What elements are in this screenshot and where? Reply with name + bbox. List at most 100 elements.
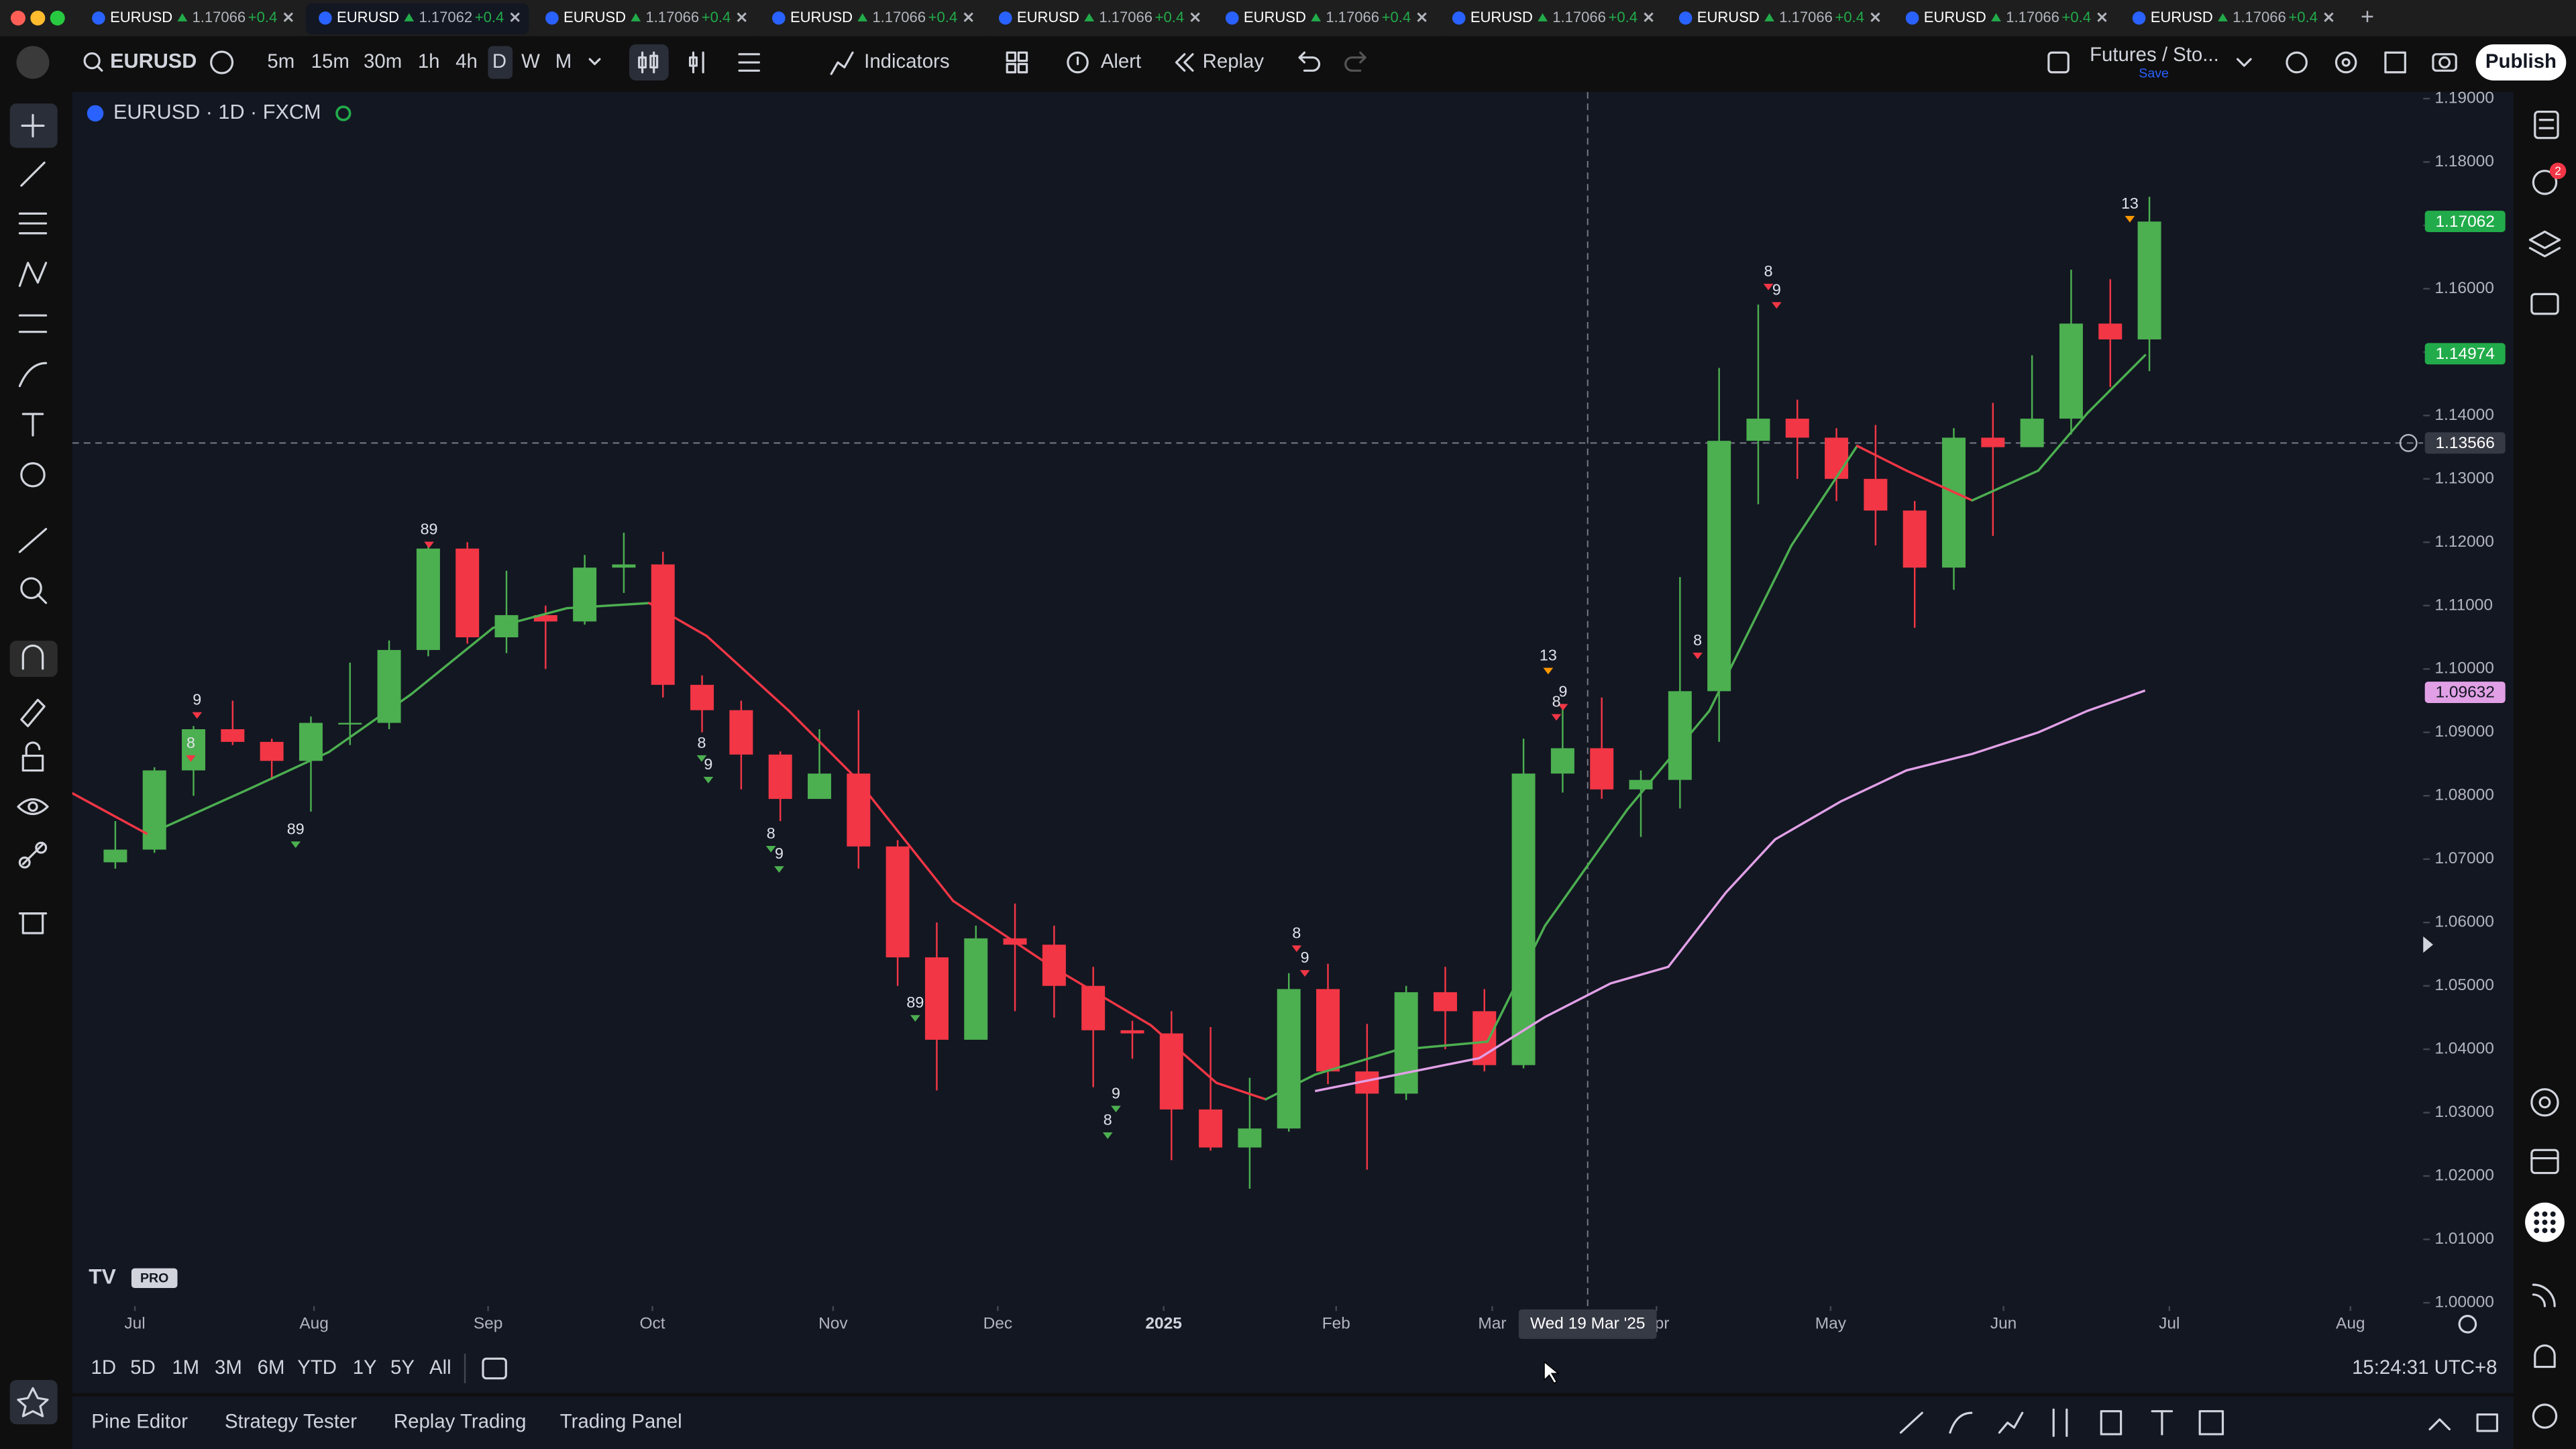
tab-close[interactable] [1417, 12, 1427, 22]
tab-close[interactable] [283, 12, 293, 22]
range[interactable]: 1M [172, 1356, 199, 1379]
range[interactable]: 6M [258, 1356, 285, 1379]
y-tick-label: 1.00000 [2434, 1293, 2493, 1311]
drawing-toolbar[interactable] [1899, 1408, 2499, 1437]
publish-button[interactable] [2475, 44, 2567, 80]
tab-close[interactable] [2097, 12, 2107, 22]
interval[interactable]: D [492, 50, 506, 72]
candle-body [573, 568, 597, 622]
layout-icon[interactable] [2047, 51, 2070, 74]
tab[interactable] [2119, 3, 2343, 35]
save[interactable]: Save [2139, 66, 2169, 80]
tab[interactable] [532, 3, 756, 35]
compare[interactable] [210, 50, 234, 74]
layouts-icon[interactable] [1006, 51, 1028, 74]
bar-icon[interactable] [688, 51, 704, 74]
tab-close[interactable] [1870, 12, 1880, 22]
tab-close[interactable] [510, 12, 520, 22]
tab[interactable] [305, 3, 529, 35]
range[interactable]: 5Y [390, 1356, 415, 1379]
replay-icon[interactable] [1175, 53, 1194, 72]
candle-body [768, 754, 792, 799]
alert-icon[interactable] [1067, 51, 1089, 74]
range[interactable]: YTD [297, 1356, 337, 1379]
moving-average-segment [648, 602, 708, 637]
tab-close[interactable] [2324, 12, 2334, 22]
tab-close[interactable] [1190, 12, 1200, 22]
tab[interactable] [1439, 3, 1663, 35]
candle-body [1238, 1128, 1262, 1148]
right-sidebar[interactable] [2528, 110, 2561, 1429]
interval[interactable]: 30m [364, 50, 402, 72]
candle-body [1981, 437, 2005, 447]
chart-type[interactable] [629, 44, 669, 80]
tab-change: +0.4 [2288, 9, 2318, 25]
symbol[interactable]: EURUSD [110, 50, 197, 72]
goto-date[interactable] [482, 1357, 507, 1380]
range[interactable]: All [429, 1356, 451, 1379]
panel-tab[interactable]: Strategy Tester [225, 1411, 357, 1433]
scroll-right[interactable] [2423, 936, 2433, 953]
undo[interactable] [1298, 51, 1321, 72]
redo[interactable] [1344, 51, 1366, 72]
indicators-icon[interactable] [830, 51, 854, 75]
panel-tab[interactable]: Trading Panel [560, 1411, 682, 1433]
left-toolbar[interactable] [17, 113, 49, 934]
y-tick-label: 1.13000 [2434, 469, 2493, 487]
tab-icon [2132, 11, 2146, 25]
replay[interactable]: Replay [1203, 50, 1265, 72]
window-minimize[interactable] [30, 10, 46, 25]
toolbar-icons[interactable] [2286, 51, 2457, 74]
tab-close[interactable] [963, 12, 973, 22]
interval-menu[interactable] [588, 58, 601, 66]
sequence-marker [1102, 1132, 1113, 1139]
window-close[interactable] [10, 10, 25, 25]
tab-close[interactable] [1644, 12, 1654, 22]
avatar[interactable] [16, 46, 50, 79]
symbol-search[interactable]: EURUSD [83, 50, 197, 72]
moving-average-segment [1544, 808, 1629, 927]
publish[interactable]: Publish [2485, 50, 2557, 72]
new-tab[interactable]: + [2361, 4, 2374, 30]
tab[interactable] [1666, 3, 1890, 35]
tab-close[interactable] [737, 12, 747, 22]
candle-body [651, 564, 675, 685]
panel-tab[interactable]: Pine Editor [91, 1411, 188, 1433]
axis-settings[interactable] [2458, 1315, 2477, 1334]
x-tick-label: Jun [1990, 1314, 2017, 1332]
tab[interactable] [78, 3, 303, 35]
interval[interactable]: 5m [267, 50, 294, 72]
window-zoom[interactable] [50, 10, 65, 25]
indicators[interactable]: Indicators [864, 50, 949, 72]
layout-menu[interactable] [2236, 58, 2252, 67]
tab[interactable] [1892, 3, 2116, 35]
alert[interactable]: Alert [1101, 50, 1141, 72]
tab-price: 1.17066 [1552, 9, 1606, 25]
tab[interactable] [985, 3, 1210, 35]
sequence-count: 9 [1112, 1084, 1120, 1102]
interval[interactable]: W [521, 50, 540, 72]
range[interactable]: 5D [130, 1356, 156, 1379]
candle-body [377, 649, 401, 723]
interval[interactable]: 15m [311, 50, 350, 72]
layout-name[interactable]: Futures / Sto... [2090, 44, 2219, 66]
price-axis [2423, 92, 2514, 1344]
sequence-count: 8 [1764, 262, 1773, 280]
crosshair-add[interactable] [2399, 433, 2418, 452]
y-tick-label: 1.11000 [2434, 596, 2493, 614]
tab-price: 1.17066 [1326, 9, 1379, 25]
favorites[interactable] [17, 1387, 49, 1417]
range[interactable]: 1D [91, 1356, 117, 1379]
interval[interactable]: M [555, 50, 572, 72]
range[interactable]: 1Y [353, 1356, 377, 1379]
tab-change: +0.4 [702, 9, 731, 25]
range[interactable]: 3M [215, 1356, 242, 1379]
sequence-marker [192, 712, 203, 719]
interval[interactable]: 4h [455, 50, 478, 72]
interval[interactable]: 1h [418, 50, 440, 72]
panel-tab[interactable]: Replay Trading [394, 1411, 527, 1433]
tab[interactable] [759, 3, 983, 35]
tab[interactable] [1212, 3, 1436, 35]
candle-body [612, 564, 636, 568]
template-icon[interactable] [738, 53, 761, 72]
